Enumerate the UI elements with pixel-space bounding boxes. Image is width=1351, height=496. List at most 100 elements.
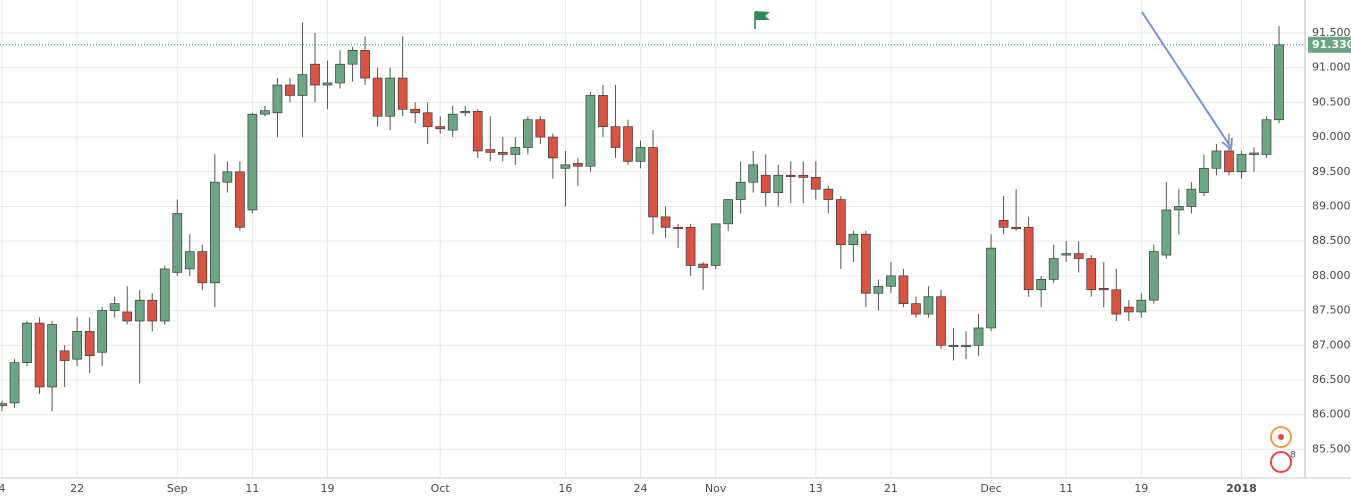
candle-body [1161, 209, 1172, 256]
candle-body [184, 251, 195, 270]
x-tick-label: Nov [705, 482, 727, 495]
candle-body [1236, 154, 1247, 173]
axis: 91.500 91.000 90.500 90.000 89.500 89.000 88.5… [0, 26, 1351, 495]
candle-body [623, 126, 633, 162]
candle-body [1211, 150, 1222, 169]
candle-body [1148, 251, 1159, 301]
y-tick-label: 89.000 [1312, 199, 1351, 212]
candle-body [948, 344, 959, 348]
candle-body [698, 263, 708, 268]
candle-body [209, 181, 220, 284]
candle-body [297, 74, 308, 96]
candle-body [723, 199, 734, 225]
candle-body [560, 164, 571, 169]
candle-body [598, 95, 608, 128]
candle-body [385, 77, 395, 117]
candle-body [848, 233, 859, 246]
candle-body [134, 299, 145, 322]
candle-body [410, 108, 421, 114]
x-tick-label: 21 [884, 482, 898, 495]
y-tick-label: 87.500 [1312, 304, 1351, 317]
candle-body [798, 174, 809, 178]
candle-body [1261, 119, 1272, 155]
candle-body [272, 84, 283, 114]
candle-body [247, 113, 258, 211]
candle-body [898, 275, 909, 305]
candle-body [172, 213, 183, 273]
candle-body [1011, 226, 1021, 230]
candle-body [986, 247, 996, 329]
candle-body [1086, 258, 1097, 291]
candle-body [1224, 150, 1234, 173]
last-price-label: 91.330 [1312, 38, 1351, 51]
candle-body [648, 147, 658, 218]
y-tick-label: 90.500 [1312, 95, 1351, 108]
candle-body [535, 119, 546, 138]
candle-body [635, 147, 646, 162]
candle-body [773, 174, 784, 193]
candle-body [260, 110, 270, 115]
candle-body [510, 147, 521, 155]
candle-body [710, 223, 721, 266]
candle-body [460, 111, 471, 114]
candle-body [235, 171, 245, 228]
flag-marker [754, 11, 770, 29]
candle-body [660, 216, 671, 228]
candle-body [1098, 288, 1109, 291]
x-tick-label: Dec [980, 482, 1001, 495]
candle-body [0, 403, 7, 407]
candle-body [810, 176, 821, 190]
y-tick-label: 89.500 [1312, 165, 1351, 178]
candle-body [998, 220, 1009, 228]
candle-body [1249, 152, 1259, 155]
candle-body [1199, 167, 1209, 193]
candle-body [447, 113, 458, 131]
candle-body [1274, 44, 1284, 121]
candle-body [72, 331, 82, 360]
candle-body [159, 268, 170, 322]
candle-body [861, 233, 871, 294]
x-tick-label: 13 [809, 482, 823, 495]
x-tick-label: 16 [558, 482, 572, 495]
candles [0, 22, 1284, 412]
alert-icon[interactable] [1270, 426, 1292, 448]
candle-body [347, 49, 358, 65]
candle-body [34, 322, 45, 388]
y-tick-label: 88.500 [1312, 234, 1351, 247]
candle-body [961, 344, 971, 348]
candle-body [485, 149, 496, 153]
candle-body [435, 126, 446, 130]
candle-body [923, 296, 934, 315]
candle-body [1061, 253, 1072, 256]
y-tick-label: 86.000 [1312, 408, 1351, 421]
candle-body [973, 327, 984, 346]
candle-body [9, 362, 20, 404]
last-price-box [1308, 36, 1351, 53]
y-tick-label: 91.500 [1312, 26, 1351, 39]
candle-body [873, 285, 884, 294]
candle-body [610, 126, 621, 148]
candle-body [785, 174, 796, 177]
candle-body [1048, 258, 1059, 280]
y-tick-label: 88.000 [1312, 269, 1351, 282]
candle-body [548, 136, 558, 159]
y-tick-label: 86.500 [1312, 373, 1351, 386]
candle-body [22, 322, 32, 363]
x-tick-label: 11 [245, 482, 259, 495]
candle-body [59, 350, 70, 361]
candle-body [760, 174, 771, 193]
candle-body [122, 311, 133, 322]
candle-body [360, 49, 370, 79]
candle-body [522, 119, 533, 148]
x-tick-label: 19 [321, 482, 335, 495]
candle-body [472, 111, 483, 152]
events-icon[interactable] [1270, 451, 1292, 473]
x-tick-label: Oct [431, 482, 451, 495]
candle-body [97, 310, 108, 353]
trend-arrow-head [1221, 137, 1233, 151]
events-count: 8 [1290, 451, 1296, 461]
candle-body [422, 112, 433, 128]
candle-body [222, 171, 233, 183]
candle-body [147, 299, 158, 322]
candle-body [1073, 253, 1084, 259]
